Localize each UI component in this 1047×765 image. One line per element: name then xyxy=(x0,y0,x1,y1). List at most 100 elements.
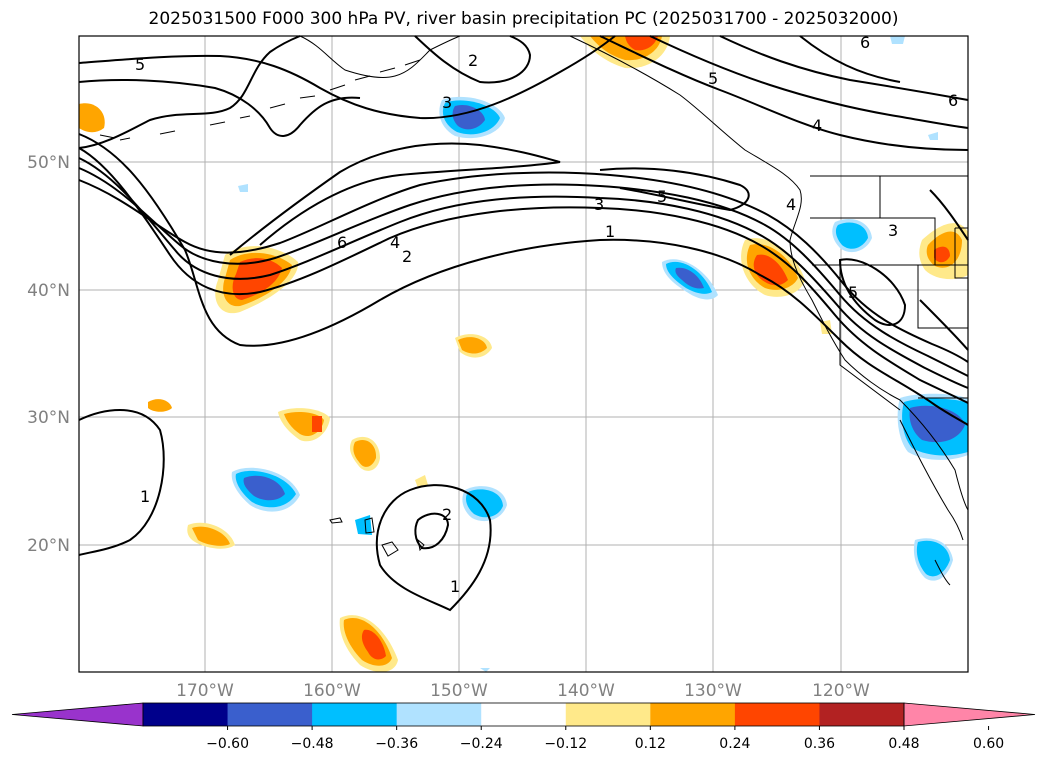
coastline-hawaii xyxy=(364,517,375,534)
pv-contour-line xyxy=(78,171,969,363)
colorbar: −0.60 −0.48 −0.36 −0.24 −0.12 0.12 0.24 0.36 0.4… xyxy=(11,702,1036,752)
contour-label: 3 xyxy=(442,93,452,112)
precip-positive-area xyxy=(192,526,230,546)
colorbar-segment xyxy=(396,703,482,726)
lat-tick-label: 50°N xyxy=(27,153,70,173)
contour-label: 5 xyxy=(135,55,145,74)
chart-title: 2025031500 F000 300 hPa PV, river basin … xyxy=(148,9,899,29)
colorbar-segment xyxy=(565,703,651,726)
colorbar-tick-label: −0.60 xyxy=(206,736,249,752)
lat-tick-label: 20°N xyxy=(27,536,70,556)
pv-contour-line xyxy=(78,133,969,426)
colorbar-tick-label: −0.48 xyxy=(291,736,334,752)
colorbar-segment xyxy=(143,703,229,726)
precip-negative-area xyxy=(890,36,905,44)
contour-label: 2 xyxy=(468,51,478,70)
colorbar-segment xyxy=(227,703,313,726)
coastlines xyxy=(99,35,969,586)
colorbar-tick-label: 0.60 xyxy=(973,736,1004,752)
precip-positive-area xyxy=(458,337,487,354)
coastline-aleutians xyxy=(99,59,421,141)
pv-contour-line xyxy=(78,409,165,556)
precip-negative-area xyxy=(466,489,503,518)
precip-negative-area xyxy=(835,222,868,249)
contour-label: 1 xyxy=(140,487,150,506)
precip-positive-area xyxy=(625,36,658,51)
colorbar-segment xyxy=(312,703,398,726)
contour-labels: 5 2 3 5 4 6 6 4 2 3 5 1 4 3 5 1 1 2 6 xyxy=(135,33,958,596)
lon-tick-label: 170°W xyxy=(176,681,234,701)
lon-tick-label: 160°W xyxy=(303,681,361,701)
pv-contour-line xyxy=(78,147,969,404)
pv-contour-line xyxy=(919,299,969,351)
pv-contour-line xyxy=(78,35,616,120)
border-state xyxy=(917,265,968,329)
pv-contour-line xyxy=(838,258,907,326)
contour-label: 2 xyxy=(442,505,452,524)
contour-label: 6 xyxy=(337,233,347,252)
lon-tick-labels: 170°W 160°W 150°W 140°W 130°W 120°W xyxy=(176,681,870,701)
precip-positive-area xyxy=(934,246,950,263)
pv-contour-line xyxy=(414,512,450,550)
coastline-west-north-america xyxy=(569,35,969,511)
contour-label: 6 xyxy=(860,33,870,52)
contour-label: 5 xyxy=(708,69,718,88)
precip-negative-area xyxy=(916,540,950,577)
colorbar-segment xyxy=(650,703,736,726)
precip-positive-area xyxy=(361,629,386,660)
pv-contour-line xyxy=(78,167,969,377)
colorbar-tick-label: −0.36 xyxy=(375,736,418,752)
colorbar-tick-label: 0.36 xyxy=(804,736,835,752)
precip-negative-area xyxy=(355,515,372,535)
colorbar-border xyxy=(142,702,905,727)
pv-contours xyxy=(78,35,969,612)
precip-negative-area xyxy=(928,132,938,140)
contour-label: 4 xyxy=(390,233,400,252)
contour-label: 5 xyxy=(848,283,858,302)
contour-label: 5 xyxy=(657,187,667,206)
lat-tick-labels: 50°N 40°N 30°N 20°N xyxy=(27,153,70,556)
colorbar-tick-label: −0.12 xyxy=(544,736,587,752)
lat-tick-label: 40°N xyxy=(27,281,70,301)
lon-tick-label: 150°W xyxy=(430,681,488,701)
pv-contour-line xyxy=(78,35,301,149)
precip-positive-area xyxy=(232,258,282,300)
contour-label: 1 xyxy=(605,222,615,241)
pv-contour-line xyxy=(929,189,969,241)
pv-contour-line xyxy=(229,142,561,256)
precip-positive-area xyxy=(753,254,788,286)
colorbar-tick-label: 0.24 xyxy=(719,736,750,752)
colorbar-extend-min xyxy=(11,702,144,727)
colorbar-segment xyxy=(481,703,567,726)
pv-contour-line xyxy=(599,35,969,151)
lon-tick-label: 130°W xyxy=(684,681,742,701)
precip-positive-area xyxy=(148,399,172,412)
coastline-alaska xyxy=(299,35,461,78)
pv-contour-line xyxy=(649,35,969,129)
precip-positive-area xyxy=(312,416,322,432)
precip-positive-area xyxy=(415,475,428,488)
lon-tick-label: 120°W xyxy=(812,681,870,701)
pv-contour-line xyxy=(78,79,361,137)
coastline-hawaii xyxy=(329,517,343,524)
precip-negative-area xyxy=(675,267,704,289)
contour-label: 4 xyxy=(786,195,796,214)
pv-contour-line xyxy=(414,35,532,84)
colorbar-extend-max xyxy=(903,702,1036,727)
colorbar-segment xyxy=(734,703,820,726)
coastline-mexico xyxy=(934,559,951,586)
coastline-hawaii xyxy=(381,541,399,557)
contour-label: 3 xyxy=(888,221,898,240)
precip-negative-area xyxy=(480,668,490,672)
pv-contour-line xyxy=(375,484,492,612)
colorbar-segment xyxy=(819,703,905,726)
precip-negative-area xyxy=(243,475,285,501)
precip-positive-area xyxy=(79,103,105,133)
pv-contour-line xyxy=(599,167,750,212)
colorbar-tick-label: −0.24 xyxy=(460,736,503,752)
coastline-baja xyxy=(899,419,964,541)
map-frame xyxy=(78,35,969,673)
precip-negative-area xyxy=(238,184,248,192)
contour-label: 1 xyxy=(450,577,460,596)
